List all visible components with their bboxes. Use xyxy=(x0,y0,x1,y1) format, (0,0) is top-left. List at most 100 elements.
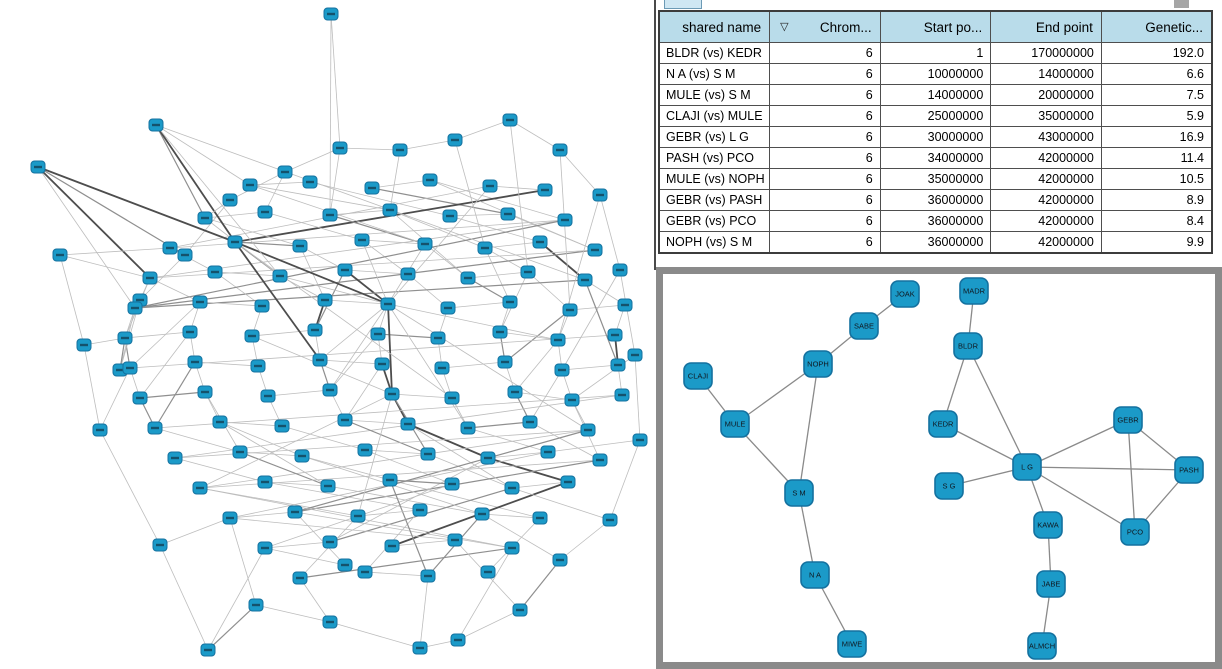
network-edge[interactable] xyxy=(634,354,641,441)
network-edge[interactable] xyxy=(387,303,469,429)
network-edge[interactable] xyxy=(489,185,546,191)
network-edge[interactable] xyxy=(83,344,101,431)
network-edge[interactable] xyxy=(454,119,511,141)
network-edge[interactable] xyxy=(207,547,266,651)
table-cell[interactable]: N A (vs) S M xyxy=(658,63,771,85)
network-edge[interactable] xyxy=(389,479,541,519)
table-cell[interactable]: BLDR (vs) KEDR xyxy=(658,42,771,64)
network-edge[interactable] xyxy=(387,185,491,305)
table-cell[interactable]: 6 xyxy=(769,231,881,254)
network-edge[interactable] xyxy=(229,517,257,606)
network-edge[interactable] xyxy=(357,393,393,517)
network-edge[interactable] xyxy=(154,427,241,453)
network-edge[interactable] xyxy=(264,481,329,487)
table-cell[interactable]: 36000000 xyxy=(879,189,992,211)
column-header-genetic-[interactable]: Genetic... xyxy=(1100,10,1213,43)
table-cell[interactable]: 42000000 xyxy=(990,231,1102,254)
table-cell[interactable]: 6 xyxy=(769,105,881,127)
network-edge[interactable] xyxy=(419,575,429,649)
network-edge[interactable] xyxy=(139,331,191,399)
network-edge[interactable] xyxy=(407,423,513,489)
network-edge[interactable] xyxy=(559,149,601,196)
network-edge[interactable] xyxy=(467,427,549,453)
network-edge[interactable] xyxy=(330,13,341,149)
table-cell[interactable]: 6 xyxy=(769,63,881,85)
network-edge[interactable] xyxy=(407,423,489,459)
network-node[interactable] xyxy=(803,350,833,378)
network-edge[interactable] xyxy=(364,449,429,455)
table-cell[interactable]: 6 xyxy=(769,42,881,64)
network-edge[interactable] xyxy=(59,254,85,346)
network-edge[interactable] xyxy=(967,345,1028,468)
network-edge[interactable] xyxy=(619,269,636,356)
network-edge[interactable] xyxy=(1026,466,1190,471)
table-cell[interactable]: 192.0 xyxy=(1100,42,1213,64)
network-edge[interactable] xyxy=(329,13,332,216)
network-edge[interactable] xyxy=(281,425,366,451)
table-cell[interactable]: 170000000 xyxy=(990,42,1102,64)
table-cell[interactable]: 25000000 xyxy=(879,105,992,127)
column-header-end-point[interactable]: End point xyxy=(990,10,1102,43)
network-edge[interactable] xyxy=(371,187,509,215)
network-edge[interactable] xyxy=(299,577,331,623)
network-edge[interactable] xyxy=(37,166,186,256)
network-edge[interactable] xyxy=(264,481,421,511)
table-cell[interactable]: 1 xyxy=(879,42,992,64)
network-edge[interactable] xyxy=(155,124,236,243)
network-edge[interactable] xyxy=(155,124,586,281)
network-edge[interactable] xyxy=(391,539,456,547)
table-cell[interactable]: 34000000 xyxy=(879,147,992,169)
network-node[interactable] xyxy=(1033,511,1063,539)
network-edge[interactable] xyxy=(99,429,161,546)
network-edge[interactable] xyxy=(361,239,426,245)
network-node[interactable] xyxy=(800,561,830,589)
table-cell[interactable]: 6 xyxy=(769,168,881,190)
network-edge[interactable] xyxy=(547,439,641,453)
network-edge[interactable] xyxy=(511,487,611,521)
network-edge[interactable] xyxy=(279,275,389,305)
network-edge[interactable] xyxy=(514,391,573,401)
network-node[interactable] xyxy=(928,410,958,438)
network-edge[interactable] xyxy=(424,243,469,279)
table-cell[interactable]: 7.5 xyxy=(1100,84,1213,106)
table-cell[interactable]: 42000000 xyxy=(990,210,1102,232)
network-edge[interactable] xyxy=(169,247,216,273)
network-node[interactable] xyxy=(890,280,920,308)
network-edge[interactable] xyxy=(329,209,391,216)
network-node[interactable] xyxy=(849,312,879,340)
network-edge[interactable] xyxy=(159,544,209,651)
network-edge[interactable] xyxy=(457,547,513,641)
network-edge[interactable] xyxy=(734,363,819,425)
network-edge[interactable] xyxy=(447,301,511,309)
network-edge[interactable] xyxy=(609,439,641,521)
network-edge[interactable] xyxy=(329,147,341,216)
network-edge[interactable] xyxy=(441,361,506,369)
network-edge[interactable] xyxy=(387,303,393,395)
network-edge[interactable] xyxy=(204,217,301,247)
network-edge[interactable] xyxy=(149,277,201,303)
network-edge[interactable] xyxy=(344,269,409,275)
column-header-chrom-[interactable]: ▽ Chrom... xyxy=(769,10,881,43)
table-cell[interactable]: 6 xyxy=(769,84,881,106)
network-edge[interactable] xyxy=(294,511,513,549)
table-cell[interactable]: 16.9 xyxy=(1100,126,1213,148)
network-node[interactable] xyxy=(1174,456,1204,484)
column-header-shared-name[interactable]: shared name xyxy=(658,10,771,43)
network-edge[interactable] xyxy=(1127,419,1136,533)
table-cell[interactable]: 42000000 xyxy=(990,189,1102,211)
network-edge[interactable] xyxy=(134,249,596,309)
network-edge[interactable] xyxy=(457,609,521,641)
network-node[interactable] xyxy=(953,332,983,360)
table-cell[interactable]: MULE (vs) NOPH xyxy=(658,168,771,190)
network-edge[interactable] xyxy=(569,304,626,311)
network-node[interactable] xyxy=(720,410,750,438)
network-edge[interactable] xyxy=(234,241,453,399)
network-edge[interactable] xyxy=(37,166,151,279)
network-edge[interactable] xyxy=(559,149,571,311)
network-edge[interactable] xyxy=(481,513,541,519)
network-edge[interactable] xyxy=(139,254,186,301)
network-edge[interactable] xyxy=(509,119,561,151)
table-cell[interactable]: 20000000 xyxy=(990,84,1102,106)
network-edge[interactable] xyxy=(527,271,571,311)
network-edge[interactable] xyxy=(511,481,569,489)
